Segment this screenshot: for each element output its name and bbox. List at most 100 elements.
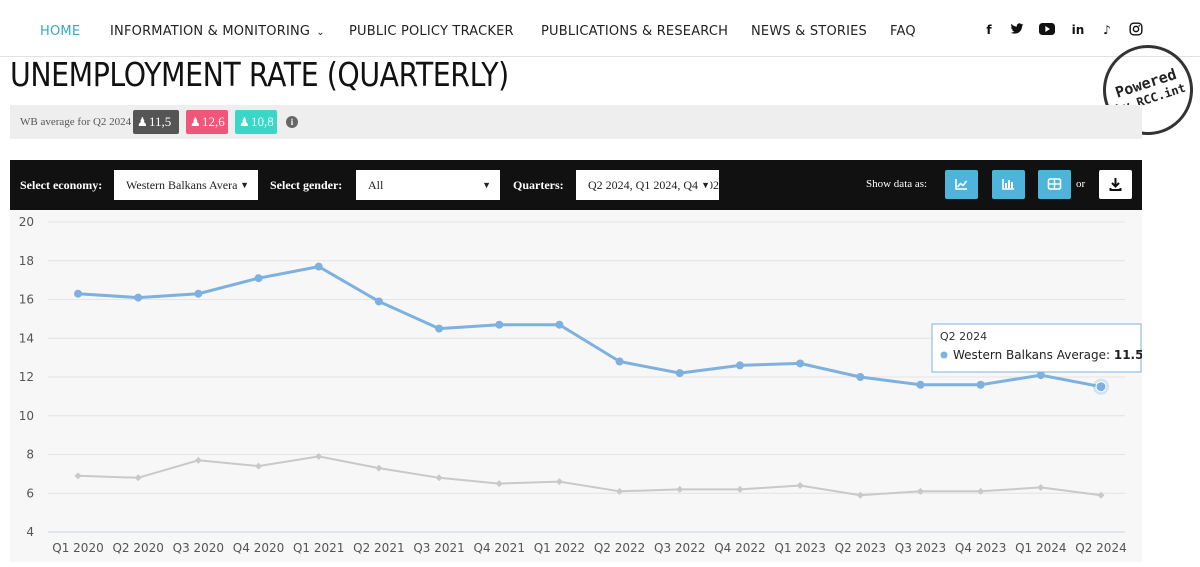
data-point[interactable]: [856, 491, 864, 499]
economy-select[interactable]: Western Balkans Average ▼: [114, 170, 258, 200]
linkedin-icon[interactable]: in: [1071, 23, 1085, 37]
tiktok-icon[interactable]: ♪: [1103, 23, 1111, 37]
tooltip-series-marker: [940, 351, 948, 359]
data-point[interactable]: [856, 373, 865, 381]
gender-select-value: All: [368, 178, 384, 192]
data-point[interactable]: [616, 487, 624, 495]
tooltip-series-line: Western Balkans Average: 11.5: [953, 348, 1142, 362]
data-point[interactable]: [254, 274, 263, 283]
nav-information-monitoring[interactable]: INFORMATION & MONITORING ⌄: [110, 24, 325, 39]
data-point[interactable]: [916, 487, 924, 495]
line-chart-icon: [955, 179, 968, 190]
total-average-value: 11,5: [149, 114, 172, 129]
nav-public-policy-tracker[interactable]: PUBLIC POLICY TRACKER: [349, 24, 514, 39]
y-tick-label: 12: [19, 370, 34, 384]
table-view-button[interactable]: [1038, 170, 1071, 199]
data-point[interactable]: [555, 320, 564, 329]
hovered-point[interactable]: [1095, 381, 1107, 393]
bar-chart-icon: [1002, 179, 1014, 190]
data-point[interactable]: [495, 320, 504, 329]
data-point[interactable]: [977, 487, 985, 495]
data-point[interactable]: [676, 485, 684, 493]
youtube-icon[interactable]: [1039, 22, 1055, 38]
male-average-badge: ♟10,8: [235, 110, 277, 134]
quarters-select[interactable]: Q2 2024, Q1 2024, Q4 2023 ▼: [576, 170, 719, 200]
data-point[interactable]: [435, 324, 444, 333]
x-tick-label: Q1 2022: [534, 541, 585, 555]
x-tick-label: Q1 2021: [293, 541, 344, 555]
nav-news-stories[interactable]: NEWS & STORIES: [751, 24, 868, 39]
y-tick-label: 14: [19, 331, 34, 345]
female-average-badge: ♟12,6: [186, 110, 228, 134]
nav-faq[interactable]: FAQ: [890, 24, 916, 39]
data-point[interactable]: [796, 359, 805, 368]
x-tick-label: Q2 2021: [353, 541, 404, 555]
facebook-icon[interactable]: f: [986, 23, 992, 37]
data-point[interactable]: [796, 482, 804, 489]
data-point[interactable]: [1037, 483, 1045, 491]
x-tick-label: Q1 2023: [774, 541, 825, 555]
chevron-down-icon: ⌄: [316, 27, 325, 38]
wb-average-label: WB average for Q2 2024: [20, 116, 132, 128]
unemployment-chart: 4 6 8 10 12 14 16 18 20 Q1 2020 Q2 2020 Q3 2020 Q4 …: [10, 210, 1143, 562]
info-icon[interactable]: i: [286, 116, 298, 128]
data-point[interactable]: [495, 480, 503, 488]
economy-select-value: Western Balkans Average: [126, 178, 249, 192]
data-point[interactable]: [194, 456, 202, 464]
caret-down-icon: ▼: [698, 170, 710, 200]
x-tick-label: Q1 2020: [52, 541, 103, 555]
y-tick-label: 6: [26, 486, 34, 500]
data-point[interactable]: [736, 485, 744, 493]
bar-chart-view-button[interactable]: [992, 170, 1025, 199]
x-tick-label: Q4 2023: [955, 541, 1006, 555]
tooltip-box: [931, 323, 1142, 373]
data-point[interactable]: [74, 289, 82, 298]
nav-home[interactable]: HOME: [40, 24, 81, 39]
female-average-value: 12,6: [202, 114, 225, 129]
data-point[interactable]: [194, 289, 203, 298]
male-icon: ♟: [239, 115, 250, 129]
data-point[interactable]: [615, 357, 624, 366]
data-point[interactable]: [675, 369, 684, 378]
caret-down-icon: ▼: [479, 170, 491, 200]
male-average-value: 10,8: [251, 114, 274, 129]
gender-select[interactable]: All ▼: [356, 170, 500, 200]
y-tick-label: 4: [26, 525, 34, 539]
people-icon: ♟: [137, 115, 148, 129]
data-point[interactable]: [315, 452, 323, 460]
download-button[interactable]: [1099, 170, 1132, 199]
data-point[interactable]: [1036, 371, 1045, 380]
x-tick-label: Q4 2022: [714, 541, 765, 555]
y-tick-label: 10: [19, 409, 34, 423]
gender-label: Select gender:: [270, 178, 343, 192]
data-point[interactable]: [255, 462, 263, 470]
data-point[interactable]: [1097, 491, 1105, 499]
data-point[interactable]: [555, 478, 563, 486]
x-tick-label: Q4 2020: [233, 541, 284, 555]
instagram-icon[interactable]: [1128, 22, 1144, 38]
y-tick-label: 20: [19, 215, 34, 229]
tooltip-category: Q2 2024: [940, 330, 987, 343]
data-point[interactable]: [74, 472, 82, 480]
data-point[interactable]: [134, 293, 143, 302]
female-icon: ♟: [190, 115, 201, 129]
or-label: or: [1076, 178, 1086, 190]
data-point[interactable]: [314, 262, 323, 271]
data-point[interactable]: [374, 297, 383, 306]
y-tick-label: 8: [26, 448, 34, 462]
total-average-badge: ♟11,5: [133, 110, 179, 134]
nav-publications-research[interactable]: PUBLICATIONS & RESEARCH: [541, 24, 729, 39]
data-point[interactable]: [375, 464, 383, 472]
quarters-label: Quarters:: [513, 178, 564, 192]
data-point[interactable]: [976, 380, 985, 389]
x-tick-label: Q2 2020: [112, 541, 163, 555]
data-point[interactable]: [916, 380, 925, 389]
data-point[interactable]: [134, 474, 142, 482]
caret-down-icon: ▼: [237, 170, 249, 200]
twitter-icon[interactable]: [1009, 22, 1025, 38]
nav-information-monitoring-label: INFORMATION & MONITORING: [110, 24, 311, 39]
line-chart-view-button[interactable]: [945, 170, 978, 199]
data-point[interactable]: [435, 474, 443, 482]
series-line: [77, 265, 1102, 389]
data-point[interactable]: [735, 361, 744, 370]
